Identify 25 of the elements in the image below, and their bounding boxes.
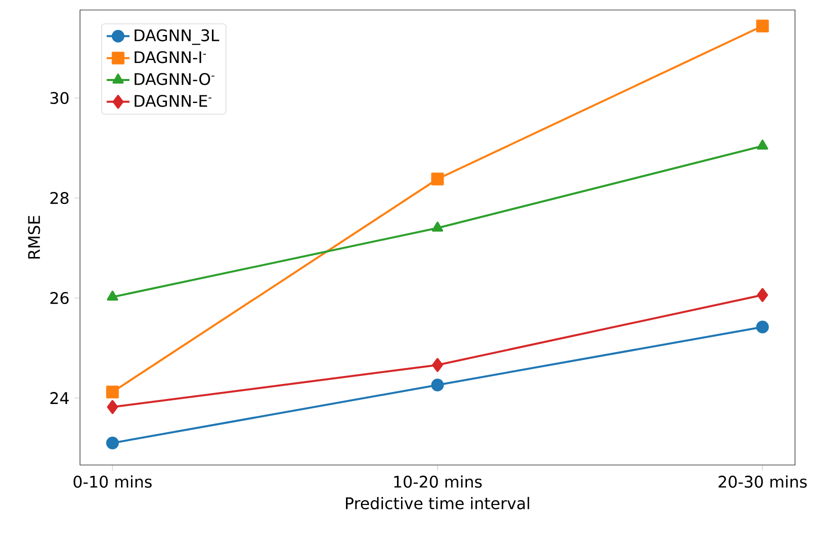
point (106, 290, 118, 301)
legend-label: DAGNN-I$^{-}$ (134, 51, 206, 64)
point (757, 288, 768, 302)
x-axis-title: Predictive time interval (346, 496, 530, 510)
point (107, 400, 118, 414)
point (432, 222, 444, 232)
point (106, 436, 119, 450)
point (106, 386, 119, 398)
y-tick-label: 26 (50, 292, 69, 304)
point (431, 172, 444, 186)
y-tick-label: 24 (50, 392, 69, 404)
y-axis-title: RMSE (28, 216, 40, 259)
legend-label: DAGNN-E$^{-}$ (134, 94, 212, 107)
point (756, 320, 769, 334)
legend-label: DAGNN-O$^{-}$ (134, 72, 214, 86)
legend-label: DAGNN_3L (134, 29, 220, 45)
x-tick-label: 20-30 mins (718, 475, 807, 488)
y-tick-label: 28 (50, 192, 68, 204)
x-tick-label: 10-20 mins (394, 475, 482, 488)
x-tick-label: 0-10 mins (74, 475, 152, 488)
point (432, 358, 444, 372)
y-tick-label: 30 (50, 92, 69, 104)
point (431, 378, 444, 392)
point (756, 20, 769, 32)
point (756, 140, 768, 150)
